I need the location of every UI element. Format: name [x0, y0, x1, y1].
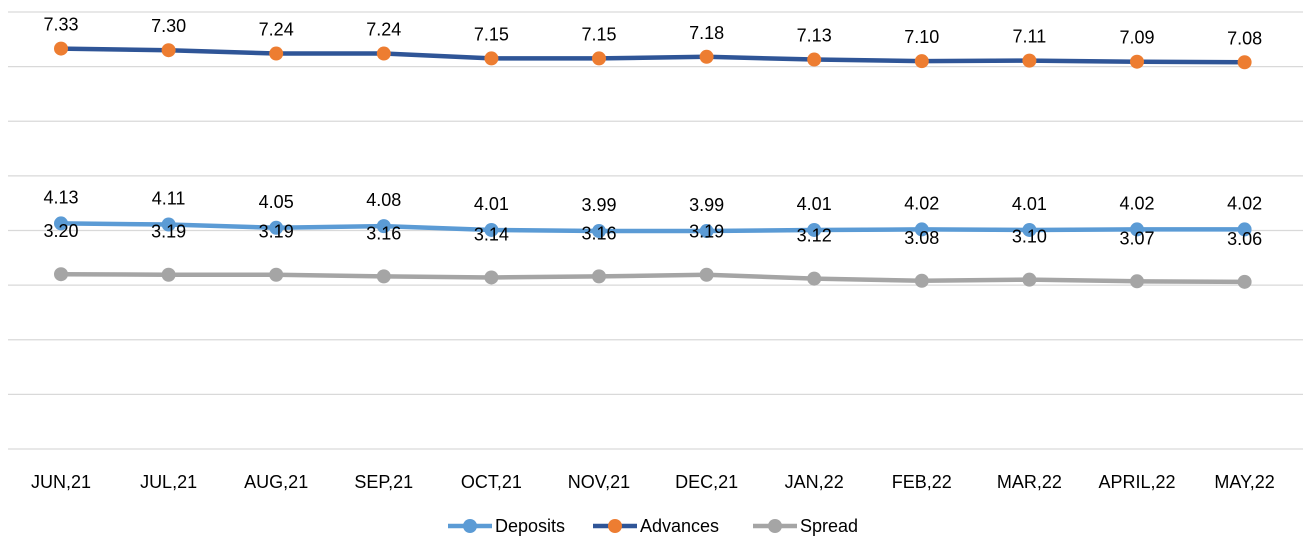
x-tick-label: MAR,22 [997, 472, 1062, 492]
data-label-spread: 3.16 [581, 223, 616, 243]
data-label-advances: 7.24 [366, 20, 401, 40]
data-label-spread: 3.20 [43, 221, 78, 241]
data-label-advances: 7.08 [1227, 28, 1262, 48]
point-spread [377, 269, 391, 283]
point-spread [592, 269, 606, 283]
point-spread [484, 270, 498, 284]
point-advances [162, 43, 176, 57]
data-label-spread: 3.07 [1119, 228, 1154, 248]
data-label-spread: 3.19 [151, 222, 186, 242]
legend-label: Deposits [495, 516, 565, 536]
point-advances [915, 54, 929, 68]
point-advances [269, 47, 283, 61]
point-advances [54, 42, 68, 56]
point-spread [54, 267, 68, 281]
x-tick-label: SEP,21 [354, 472, 413, 492]
data-label-advances: 7.11 [1013, 27, 1047, 47]
x-tick-label: MAY,22 [1214, 472, 1274, 492]
data-label-spread: 3.19 [259, 222, 294, 242]
data-label-spread: 3.12 [797, 226, 832, 246]
point-advances [1130, 55, 1144, 69]
point-advances [592, 51, 606, 65]
point-advances [484, 51, 498, 65]
data-label-spread: 3.06 [1227, 229, 1262, 249]
data-label-deposits: 4.01 [1012, 194, 1047, 214]
data-label-advances: 7.13 [797, 26, 832, 46]
point-spread [807, 272, 821, 286]
data-label-advances: 7.18 [689, 23, 724, 43]
data-label-deposits: 4.11 [152, 188, 186, 208]
series-line-advances [61, 49, 1245, 63]
x-tick-label: APRIL,22 [1098, 472, 1175, 492]
data-label-advances: 7.33 [43, 15, 78, 35]
point-spread [1238, 275, 1252, 289]
point-advances [807, 53, 821, 67]
series-lines [61, 49, 1245, 282]
data-label-spread: 3.14 [474, 224, 509, 244]
data-label-spread: 3.08 [904, 228, 939, 248]
data-label-spread: 3.10 [1012, 227, 1047, 247]
data-label-deposits: 3.99 [581, 195, 616, 215]
point-advances [1238, 55, 1252, 69]
data-label-deposits: 4.01 [474, 194, 509, 214]
data-label-advances: 7.10 [904, 27, 939, 47]
legend-swatch-marker [608, 519, 622, 533]
data-label-spread: 3.16 [366, 223, 401, 243]
series-markers [54, 42, 1252, 289]
legend-swatch-marker [463, 519, 477, 533]
data-label-deposits: 4.13 [43, 187, 78, 207]
legend: Deposits Advances Spread [448, 516, 858, 536]
data-label-deposits: 4.08 [366, 190, 401, 210]
data-label-deposits: 4.02 [1227, 193, 1262, 213]
legend-label: Spread [800, 516, 858, 536]
point-spread [162, 268, 176, 282]
x-tick-label: AUG,21 [244, 472, 308, 492]
point-advances [700, 50, 714, 64]
x-tick-label: FEB,22 [892, 472, 952, 492]
data-label-advances: 7.15 [581, 24, 616, 44]
data-label-deposits: 4.01 [797, 194, 832, 214]
data-label-advances: 7.09 [1119, 28, 1154, 48]
legend-swatch-marker [768, 519, 782, 533]
x-tick-label: JUN,21 [31, 472, 91, 492]
x-tick-label: JUL,21 [140, 472, 197, 492]
x-tick-label: JAN,22 [785, 472, 844, 492]
point-spread [915, 274, 929, 288]
data-label-advances: 7.24 [259, 20, 294, 40]
data-label-advances: 7.30 [151, 16, 186, 36]
legend-label: Advances [640, 516, 719, 536]
data-label-advances: 7.15 [474, 24, 509, 44]
data-label-deposits: 4.02 [904, 193, 939, 213]
series-line-spread [61, 274, 1245, 282]
data-label-deposits: 4.02 [1119, 193, 1154, 213]
point-advances [377, 47, 391, 61]
x-tick-label: OCT,21 [461, 472, 522, 492]
legend-item-advances: Advances [593, 516, 719, 536]
x-axis-tick-labels: JUN,21 JUL,21 AUG,21 SEP,21 OCT,21 NOV,21 DEC,… [31, 472, 1275, 492]
data-label-deposits: 3.99 [689, 195, 724, 215]
point-spread [700, 268, 714, 282]
point-spread [1130, 274, 1144, 288]
legend-item-spread: Spread [753, 516, 858, 536]
data-labels: 4.13 4.11 4.05 4.08 4.01 3.99 3.99 4.01 4.02 4.01… [43, 15, 1262, 249]
data-label-deposits: 4.05 [259, 192, 294, 212]
data-label-spread: 3.19 [689, 222, 724, 242]
legend-item-deposits: Deposits [448, 516, 565, 536]
x-tick-label: DEC,21 [675, 472, 738, 492]
x-tick-label: NOV,21 [568, 472, 630, 492]
point-spread [1022, 273, 1036, 287]
point-spread [269, 268, 283, 282]
point-advances [1022, 54, 1036, 68]
